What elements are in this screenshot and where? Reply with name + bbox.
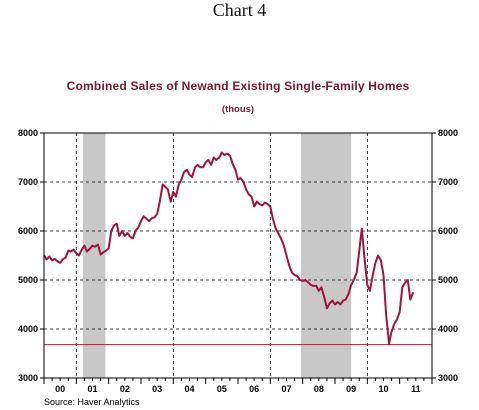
chart-subtitle: (thous) — [222, 104, 254, 115]
recession-band — [301, 133, 352, 378]
y-tick-label-right: 4000 — [438, 324, 458, 334]
x-tick-label: 04 — [184, 384, 194, 394]
x-tick-label: 03 — [152, 384, 162, 394]
x-tick-label: 00 — [55, 384, 65, 394]
x-tick-label: 05 — [217, 384, 227, 394]
series-layer — [43, 151, 415, 345]
chart-title: Combined Sales of Newand Existing Single… — [67, 79, 410, 93]
y-tick-label-left: 4000 — [18, 324, 38, 334]
recession-band — [82, 133, 106, 378]
x-tick-label: 07 — [281, 384, 291, 394]
x-tick-label: 02 — [120, 384, 130, 394]
page-title: Chart 4 — [212, 0, 267, 20]
x-tick-label: 11 — [411, 384, 421, 394]
x-tick-label: 08 — [314, 384, 324, 394]
y-tick-label-right: 3000 — [438, 373, 458, 383]
x-tick-label: 10 — [378, 384, 388, 394]
x-tick-label: 06 — [249, 384, 259, 394]
y-tick-label-right: 6000 — [438, 226, 458, 236]
y-tick-label-right: 5000 — [438, 275, 458, 285]
series-line — [43, 151, 415, 345]
gridlines — [44, 133, 432, 378]
y-tick-label-left: 7000 — [18, 177, 38, 187]
y-axis-right-labels: 3000 4000 5000 6000 7000 8000 — [438, 128, 458, 383]
x-tick-label: 09 — [346, 384, 356, 394]
source-note: Source: Haver Analytics — [44, 397, 140, 407]
x-tick-label: 01 — [87, 384, 97, 394]
y-tick-label-left: 8000 — [18, 128, 38, 138]
y-tick-label-right: 7000 — [438, 177, 458, 187]
y-tick-label-left: 6000 — [18, 226, 38, 236]
recession-bands — [82, 133, 352, 378]
y-tick-label-left: 3000 — [18, 373, 38, 383]
tick-marks — [40, 132, 436, 384]
y-axis-left-labels: 3000 4000 5000 6000 7000 8000 — [18, 128, 38, 383]
y-tick-label-left: 5000 — [18, 275, 38, 285]
y-tick-label-right: 8000 — [438, 128, 458, 138]
x-axis-labels: 00 01 02 03 04 05 06 07 08 09 10 11 — [55, 384, 420, 394]
